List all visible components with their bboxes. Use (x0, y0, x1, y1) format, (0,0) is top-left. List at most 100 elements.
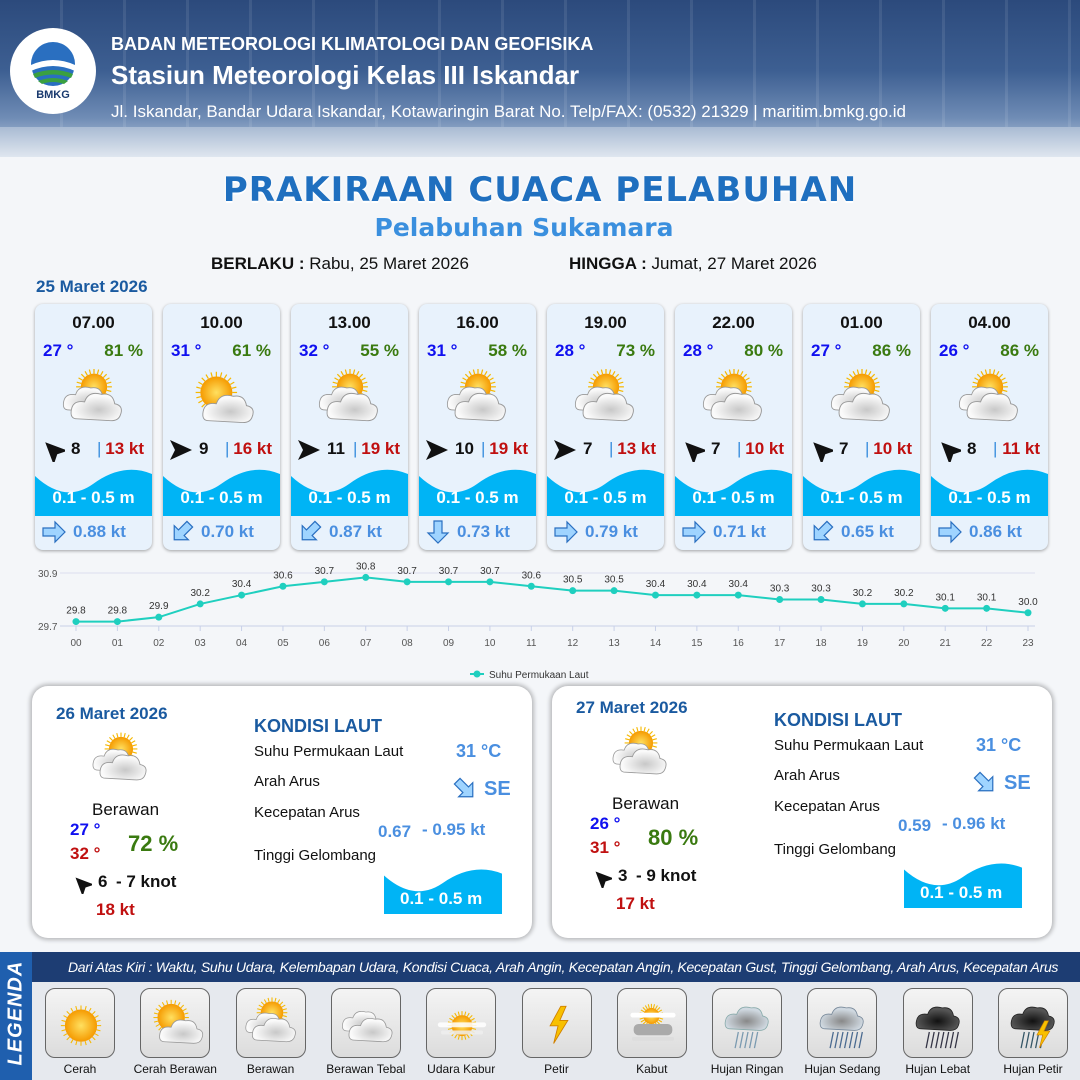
x-tick-label: 17 (774, 638, 786, 649)
data-point (983, 604, 991, 612)
data-label: 30.6 (273, 570, 293, 581)
data-label: 30.6 (522, 570, 542, 581)
legend-label: Suhu Permukaan Laut (489, 670, 589, 681)
data-label: 30.7 (480, 566, 500, 577)
forecast-card: 13.00 32 ° 55 % 11 | 19 kt 0.1 - 0.5 m 0… (291, 304, 408, 550)
legend-hujan-petir-icon (998, 988, 1068, 1058)
wave-icon (904, 858, 1022, 908)
air-temperature: 27 ° (43, 341, 74, 360)
wind-speed-max: - 9 knot (636, 866, 697, 885)
wave-icon (803, 464, 920, 516)
air-temperature: 31 ° (427, 341, 458, 360)
wind-direction-icon (553, 438, 577, 462)
gust-speed: 13 kt (105, 439, 144, 458)
current-direction-icon (681, 519, 707, 545)
current-direction-icon (809, 519, 835, 545)
x-tick-label: 05 (277, 638, 289, 649)
data-label: 29.8 (66, 606, 86, 617)
data-point (113, 618, 121, 626)
legend-item-label: Berawan (246, 1062, 295, 1076)
wave-icon (675, 464, 792, 516)
forecast-card: 07.00 27 ° 81 % 8 | 13 kt 0.1 - 0.5 m 0.… (35, 304, 152, 550)
wind-speed: 11 (327, 439, 345, 458)
weather-condition: Berawan (92, 800, 160, 819)
wind-speed: 9 (199, 439, 209, 458)
x-tick-label: 07 (360, 638, 372, 649)
humidity: 81 % (104, 341, 143, 360)
wave-icon (384, 864, 502, 914)
air-temperature: 28 ° (555, 341, 586, 360)
sea-surface-temperature-chart: 30.9 29.7 29.8 00 29.8 01 29.9 02 30.2 03 30.4 04 30… (38, 561, 1038, 681)
forecast-card: 10.00 31 ° 61 % 9 | 16 kt 0.1 - 0.5 m 0.… (163, 304, 280, 550)
bmkg-logo: BMKG (10, 28, 96, 114)
humidity: 86 % (872, 341, 911, 360)
legend-hujan-ringan-icon (712, 988, 783, 1058)
data-point (279, 582, 287, 590)
current-speed-label: Kecepatan Arus (774, 798, 880, 815)
max-temperature: 32 ° (70, 844, 101, 863)
wave-icon (163, 464, 280, 516)
berawan-weather-icon (610, 724, 672, 786)
wind-speed: 7 (839, 439, 849, 458)
legend-item-label: Cerah Berawan (133, 1062, 217, 1076)
wave-height: 0.1 - 0.5 m (308, 488, 391, 507)
current-speed: 0.70 kt (201, 522, 254, 541)
data-label: 30.3 (811, 584, 831, 595)
forecast-time: 19.00 (584, 313, 627, 332)
legend-item-label: Cerah (63, 1062, 97, 1076)
x-tick-label: 21 (940, 638, 952, 649)
current-speed-min: 0.59 (898, 816, 932, 835)
data-label: 29.8 (108, 606, 128, 617)
station-address: Jl. Iskandar, Bandar Udara Iskandar, Kot… (111, 102, 907, 121)
data-label: 30.7 (439, 566, 459, 577)
x-tick-label: 00 (70, 638, 82, 649)
x-tick-label: 13 (609, 638, 621, 649)
y-tick-label: 30.9 (38, 569, 58, 580)
current-direction-icon (425, 519, 451, 545)
legend-berawan-tebal-icon (330, 988, 401, 1058)
divider: | (353, 439, 358, 458)
current-speed: 0.65 kt (841, 522, 894, 541)
forecast-time: 10.00 (200, 313, 243, 332)
gust-speed: 10 kt (745, 439, 784, 458)
wind-speed: 8 (967, 439, 977, 458)
humidity: 80 % (648, 825, 699, 850)
x-tick-label: 03 (195, 638, 207, 649)
wind-speed: 7 (583, 439, 593, 458)
humidity: 73 % (616, 341, 655, 360)
wind-speed: 7 (711, 439, 721, 458)
forecast-time: 13.00 (328, 313, 371, 332)
current-speed: 0.73 kt (457, 522, 510, 541)
forecast-card: 01.00 27 ° 86 % 7 | 10 kt 0.1 - 0.5 m 0.… (803, 304, 920, 550)
y-tick-label: 29.7 (38, 622, 58, 633)
x-tick-label: 16 (733, 638, 745, 649)
legend-item-label: Petir (544, 1062, 569, 1076)
current-speed-max: - 0.96 kt (942, 814, 1006, 833)
data-point (900, 600, 908, 608)
x-tick-label: 02 (153, 638, 165, 649)
legend-item-label: Hujan Ringan (710, 1062, 784, 1076)
daily-forecast-box: 26 Maret 2026 Berawan 27 ° 32 ° 72 % 6 - 7 kno… (32, 686, 532, 938)
data-point (858, 600, 866, 608)
sst-value: 31 °C (976, 735, 1022, 755)
berawan-weather-icon (570, 368, 642, 432)
current-speed: 0.87 kt (329, 522, 382, 541)
berawan-weather-icon (442, 368, 514, 432)
data-point (693, 591, 701, 599)
data-point (445, 578, 453, 586)
wave-height-label: Tinggi Gelombang (254, 847, 377, 864)
forecast-time: 04.00 (968, 313, 1011, 332)
data-point (1024, 609, 1032, 617)
forecast-card: 16.00 31 ° 58 % 10 | 19 kt 0.1 - 0.5 m 0… (419, 304, 536, 550)
data-label: 30.4 (646, 579, 666, 590)
legend-marker (473, 670, 481, 678)
data-point (817, 596, 825, 603)
humidity: 55 % (360, 341, 399, 360)
wave-icon (291, 464, 408, 516)
air-temperature: 32 ° (299, 341, 330, 360)
wind-direction-icon (41, 438, 68, 465)
data-label: 30.7 (315, 566, 335, 577)
data-label: 29.9 (149, 601, 169, 612)
data-point (651, 591, 659, 599)
wave-height: 0.1 - 0.5 m (180, 488, 263, 507)
